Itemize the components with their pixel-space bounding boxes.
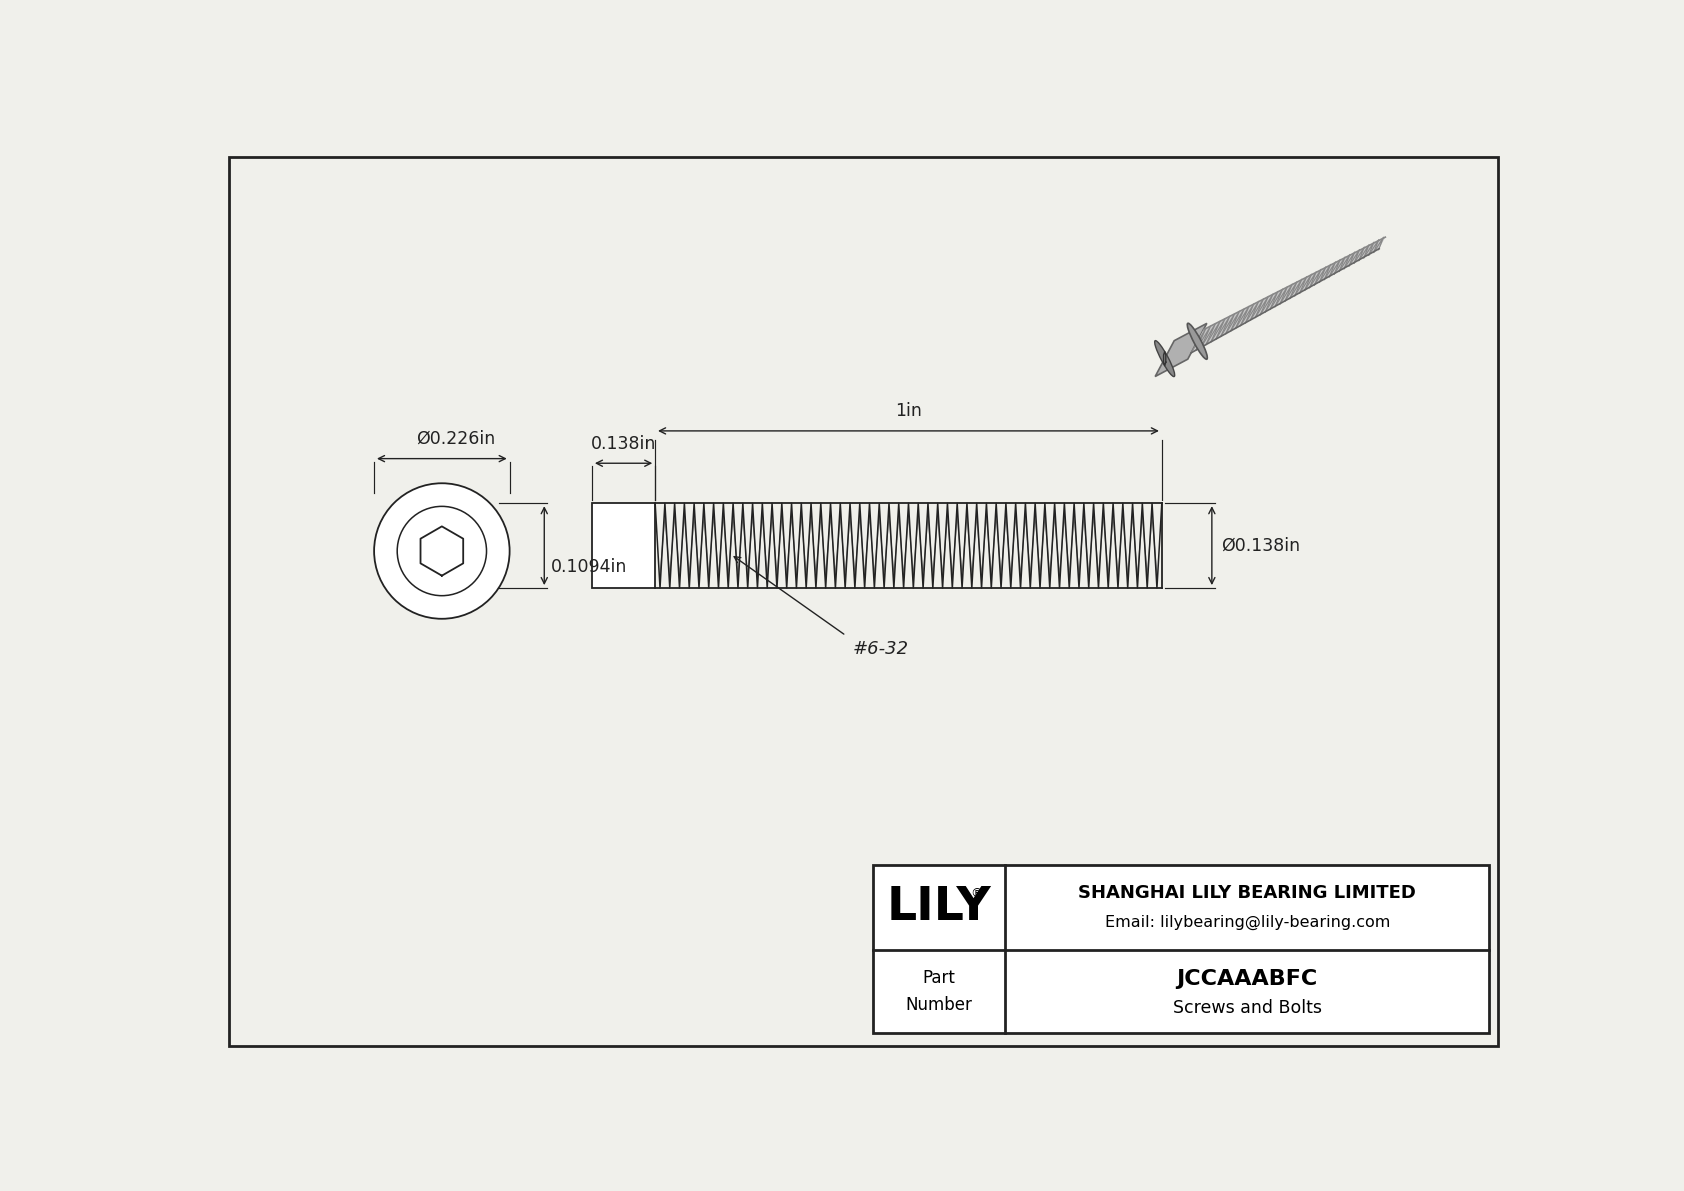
Text: 0.1094in: 0.1094in	[551, 559, 626, 576]
Text: Ø0.138in: Ø0.138in	[1221, 537, 1300, 555]
Text: #6-32: #6-32	[852, 641, 908, 659]
Text: SHANGHAI LILY BEARING LIMITED: SHANGHAI LILY BEARING LIMITED	[1078, 884, 1416, 902]
Text: Part
Number: Part Number	[906, 969, 973, 1014]
Ellipse shape	[1155, 341, 1175, 376]
Text: ®: ®	[970, 887, 982, 900]
Polygon shape	[1155, 323, 1207, 376]
Bar	[593, 504, 655, 588]
Bar	[872, 865, 1489, 1033]
Text: Ø0.226in: Ø0.226in	[416, 430, 495, 448]
Text: 1in: 1in	[894, 403, 921, 420]
Ellipse shape	[1187, 323, 1207, 360]
Text: Screws and Bolts: Screws and Bolts	[1172, 999, 1322, 1017]
Circle shape	[374, 484, 510, 619]
Polygon shape	[1191, 237, 1386, 353]
Text: JCCAAABFC: JCCAAABFC	[1177, 969, 1319, 990]
Text: LILY: LILY	[887, 885, 992, 930]
Text: 0.138in: 0.138in	[591, 435, 657, 454]
Text: Email: lilybearing@lily-bearing.com: Email: lilybearing@lily-bearing.com	[1105, 915, 1389, 930]
